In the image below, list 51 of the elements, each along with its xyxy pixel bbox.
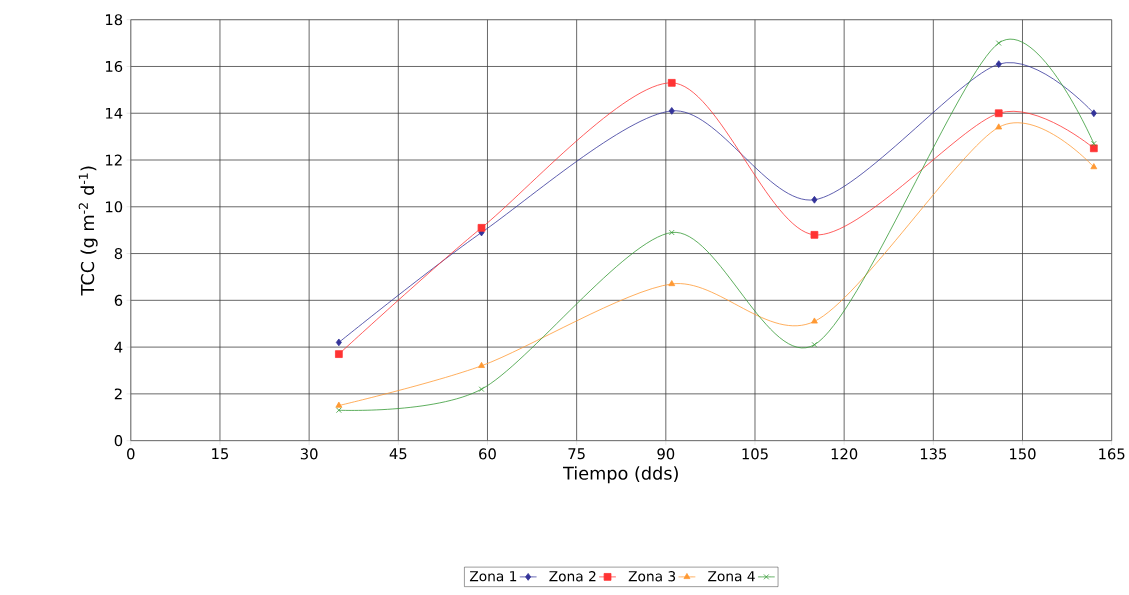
point <box>335 338 342 347</box>
x-tick-label: 75 <box>568 448 585 460</box>
x-tick-label: 150 <box>1010 448 1036 460</box>
point <box>811 341 818 348</box>
point <box>811 195 818 204</box>
point <box>335 401 343 408</box>
point <box>668 279 676 286</box>
y-tick-label: 12 <box>106 154 122 166</box>
point <box>478 361 485 368</box>
x-tick-label: 120 <box>831 448 858 460</box>
legend-label: Zona 2 <box>549 570 596 582</box>
x-tick-label: 90 <box>657 448 675 460</box>
legend-label: Zona 3 <box>628 570 676 582</box>
point <box>336 407 342 413</box>
x-tick-label: 135 <box>920 448 947 460</box>
point <box>1089 144 1098 152</box>
legend-label: Zona 1 <box>469 570 517 582</box>
point <box>1090 162 1098 169</box>
point <box>810 230 819 239</box>
y-tick-label: 0 <box>114 434 123 447</box>
x-tick-label: 105 <box>742 448 768 460</box>
point <box>477 223 486 232</box>
y-tick-label: 10 <box>106 201 123 213</box>
x-tick-label: 45 <box>389 448 407 460</box>
y-axis-title: TCC (g m$^{-2}$ d$^{-1}$) <box>78 166 98 296</box>
y-tick-label: 4 <box>114 341 123 353</box>
y-tick-label: 8 <box>114 247 123 259</box>
y-tick-label: 2 <box>114 388 122 400</box>
point <box>1091 140 1097 147</box>
y-tick-label: 6 <box>114 294 123 306</box>
legend-label: Zona 4 <box>708 570 755 582</box>
x-tick-label: 0 <box>127 448 135 460</box>
y-tick-label: 14 <box>106 107 123 119</box>
point <box>1090 109 1097 117</box>
point <box>994 109 1003 117</box>
y-tick-label: 16 <box>106 60 123 72</box>
x-tick-label: 15 <box>212 448 229 460</box>
point <box>995 40 1002 46</box>
x-tick-label: 165 <box>1099 448 1125 460</box>
x-tick-label: 60 <box>479 448 496 460</box>
x-axis-title: Tiempo (dds) <box>563 465 678 484</box>
point <box>478 386 485 392</box>
point <box>668 229 675 236</box>
point <box>668 106 675 115</box>
point <box>811 317 818 324</box>
point <box>995 60 1002 68</box>
y-tick-label: 18 <box>106 13 123 26</box>
point <box>335 350 343 358</box>
point <box>667 78 676 87</box>
x-tick-label: 30 <box>300 448 318 460</box>
point <box>995 123 1003 130</box>
